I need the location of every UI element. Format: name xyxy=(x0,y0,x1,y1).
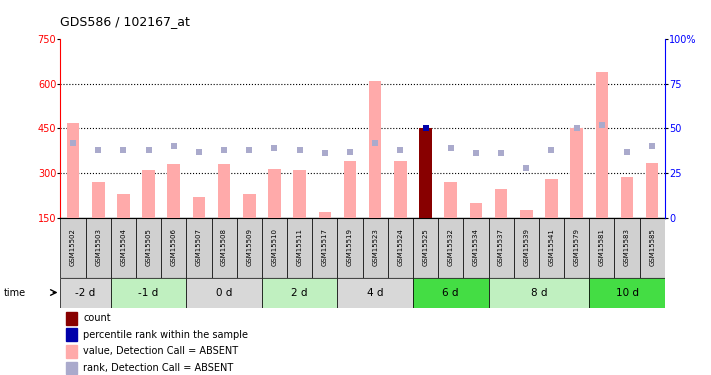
Text: GSM15507: GSM15507 xyxy=(196,228,202,267)
Text: GSM15525: GSM15525 xyxy=(422,229,429,266)
Bar xyxy=(488,217,514,278)
Text: GSM15585: GSM15585 xyxy=(649,228,656,266)
Bar xyxy=(343,161,356,218)
Bar xyxy=(287,217,312,278)
Bar xyxy=(621,177,634,218)
Bar xyxy=(237,217,262,278)
Bar xyxy=(596,72,608,217)
Bar xyxy=(419,128,432,217)
Text: GSM15539: GSM15539 xyxy=(523,228,529,267)
Bar xyxy=(589,217,614,278)
Text: GDS586 / 102167_at: GDS586 / 102167_at xyxy=(60,15,191,28)
Bar xyxy=(67,345,77,358)
Text: GSM15517: GSM15517 xyxy=(322,228,328,267)
Text: 4 d: 4 d xyxy=(367,288,383,297)
Text: 2 d: 2 d xyxy=(292,288,308,297)
Bar xyxy=(539,217,564,278)
Bar xyxy=(319,211,331,217)
Bar xyxy=(545,179,557,218)
Text: GSM15524: GSM15524 xyxy=(397,229,403,266)
Bar xyxy=(464,217,488,278)
Bar xyxy=(92,182,105,218)
Bar xyxy=(413,217,438,278)
Text: percentile rank within the sample: percentile rank within the sample xyxy=(83,330,248,340)
Text: 10 d: 10 d xyxy=(616,288,638,297)
Text: GSM15541: GSM15541 xyxy=(548,228,555,266)
Bar xyxy=(444,182,457,218)
Text: 6 d: 6 d xyxy=(442,288,459,297)
Bar xyxy=(640,217,665,278)
Bar xyxy=(495,189,508,217)
Text: GSM15532: GSM15532 xyxy=(448,228,454,266)
Bar xyxy=(136,217,161,278)
Bar xyxy=(369,81,382,218)
Bar xyxy=(488,278,589,308)
Bar xyxy=(67,123,80,218)
Bar xyxy=(520,210,533,218)
Bar xyxy=(514,217,539,278)
Bar xyxy=(413,278,488,308)
Bar xyxy=(161,217,186,278)
Bar xyxy=(186,278,262,308)
Text: time: time xyxy=(4,288,26,297)
Bar xyxy=(564,217,589,278)
Bar xyxy=(570,128,583,217)
Text: GSM15534: GSM15534 xyxy=(473,228,479,266)
Text: rank, Detection Call = ABSENT: rank, Detection Call = ABSENT xyxy=(83,363,234,373)
Text: GSM15523: GSM15523 xyxy=(372,228,378,266)
Bar xyxy=(589,278,665,308)
Bar xyxy=(67,312,77,325)
Text: GSM15509: GSM15509 xyxy=(246,228,252,267)
Bar xyxy=(646,163,658,218)
Text: -1 d: -1 d xyxy=(139,288,159,297)
Text: 0 d: 0 d xyxy=(216,288,232,297)
Bar xyxy=(262,217,287,278)
Bar xyxy=(394,161,407,218)
Text: GSM15504: GSM15504 xyxy=(120,228,127,266)
Bar xyxy=(268,168,281,217)
Bar xyxy=(142,170,155,217)
Text: GSM15508: GSM15508 xyxy=(221,228,227,267)
Bar xyxy=(312,217,338,278)
Text: GSM15583: GSM15583 xyxy=(624,228,630,267)
Bar xyxy=(168,164,180,218)
Text: GSM15581: GSM15581 xyxy=(599,228,605,267)
Bar xyxy=(438,217,464,278)
Bar xyxy=(60,278,111,308)
Text: GSM15510: GSM15510 xyxy=(272,228,277,267)
Text: GSM15537: GSM15537 xyxy=(498,228,504,267)
Text: GSM15511: GSM15511 xyxy=(296,228,303,267)
Bar xyxy=(470,202,482,217)
Text: GSM15519: GSM15519 xyxy=(347,228,353,267)
Bar xyxy=(67,362,77,374)
Bar xyxy=(193,197,205,217)
Text: value, Detection Call = ABSENT: value, Detection Call = ABSENT xyxy=(83,346,238,356)
Bar xyxy=(60,217,85,278)
Text: GSM15502: GSM15502 xyxy=(70,228,76,266)
Bar xyxy=(218,164,230,218)
Bar xyxy=(67,328,77,341)
Bar xyxy=(338,217,363,278)
Bar xyxy=(117,194,129,217)
Text: -2 d: -2 d xyxy=(75,288,96,297)
Bar xyxy=(111,217,136,278)
Text: GSM15506: GSM15506 xyxy=(171,228,177,267)
Bar xyxy=(338,278,413,308)
Bar xyxy=(111,278,186,308)
Bar xyxy=(363,217,387,278)
Bar xyxy=(85,217,111,278)
Bar xyxy=(186,217,212,278)
Text: GSM15579: GSM15579 xyxy=(574,228,579,267)
Bar xyxy=(262,278,338,308)
Bar xyxy=(212,217,237,278)
Bar xyxy=(387,217,413,278)
Text: GSM15505: GSM15505 xyxy=(146,228,151,266)
Text: GSM15503: GSM15503 xyxy=(95,228,101,267)
Bar xyxy=(614,217,640,278)
Bar xyxy=(294,170,306,217)
Text: 8 d: 8 d xyxy=(530,288,547,297)
Text: count: count xyxy=(83,313,111,323)
Bar xyxy=(243,194,255,217)
